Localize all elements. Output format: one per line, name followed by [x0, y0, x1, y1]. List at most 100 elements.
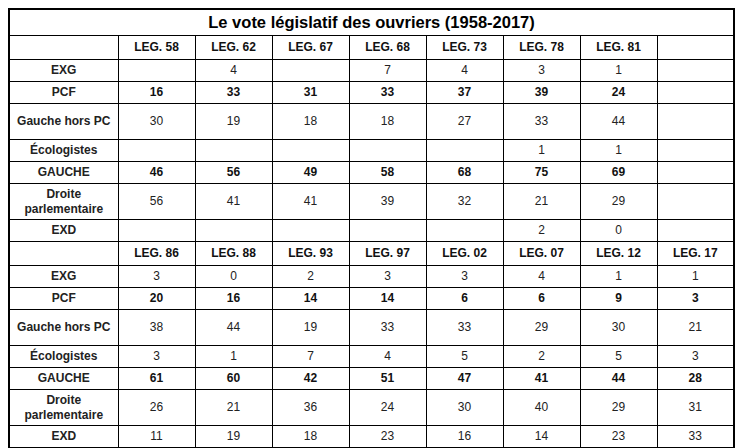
data-cell: 4 [503, 266, 580, 288]
data-cell [657, 220, 734, 242]
data-cell: 19 [272, 310, 349, 346]
row-label: Écologistes [9, 140, 118, 162]
data-cell: 3 [657, 346, 734, 368]
table-row: EXD1119182316142333 [9, 426, 734, 448]
data-cell: 33 [657, 426, 734, 448]
data-cell: 16 [118, 82, 195, 104]
table-row: EXG30233411 [9, 266, 734, 288]
row-label: Gauche hors PC [9, 104, 118, 140]
data-cell [657, 162, 734, 184]
data-cell: 19 [195, 104, 272, 140]
data-cell: 21 [657, 310, 734, 346]
row-label: PCF [9, 82, 118, 104]
data-cell: 7 [349, 60, 426, 82]
data-cell: 26 [118, 390, 195, 426]
column-header: LEG. 67 [272, 36, 349, 60]
data-cell: 9 [580, 288, 657, 310]
data-cell: 7 [272, 346, 349, 368]
data-cell: 3 [349, 266, 426, 288]
data-cell: 56 [195, 162, 272, 184]
data-cell: 29 [580, 184, 657, 220]
data-cell: 44 [580, 104, 657, 140]
table-row: EXG47431 [9, 60, 734, 82]
data-cell: 0 [195, 266, 272, 288]
data-cell: 44 [580, 368, 657, 390]
data-cell: 24 [349, 390, 426, 426]
data-cell: 42 [272, 368, 349, 390]
data-cell [272, 220, 349, 242]
data-cell: 16 [195, 288, 272, 310]
table-row: GAUCHE46564958687569 [9, 162, 734, 184]
data-cell [426, 140, 503, 162]
row-label: GAUCHE [9, 162, 118, 184]
data-cell [272, 60, 349, 82]
data-cell: 6 [426, 288, 503, 310]
data-cell: 30 [426, 390, 503, 426]
data-cell: 3 [503, 60, 580, 82]
data-cell: 1 [657, 266, 734, 288]
row-label: Écologistes [9, 346, 118, 368]
table-row: Écologistes31745253 [9, 346, 734, 368]
empty-header-cell [657, 36, 734, 60]
data-cell: 33 [195, 82, 272, 104]
data-cell: 30 [118, 104, 195, 140]
table-body: LEG. 58LEG. 62LEG. 67LEG. 68LEG. 73LEG. … [9, 36, 734, 448]
data-cell: 4 [195, 60, 272, 82]
data-cell: 6 [503, 288, 580, 310]
data-cell: 49 [272, 162, 349, 184]
data-cell: 18 [272, 426, 349, 448]
data-cell: 14 [503, 426, 580, 448]
data-cell: 24 [580, 82, 657, 104]
data-cell: 33 [426, 310, 503, 346]
data-cell [657, 104, 734, 140]
data-cell: 23 [580, 426, 657, 448]
data-cell: 27 [426, 104, 503, 140]
row-label: EXD [9, 426, 118, 448]
data-cell: 47 [426, 368, 503, 390]
data-cell [195, 140, 272, 162]
data-cell: 2 [272, 266, 349, 288]
row-label: EXG [9, 60, 118, 82]
data-cell: 41 [503, 368, 580, 390]
data-cell: 4 [349, 346, 426, 368]
document-page: Le vote législatif des ouvriers (1958-20… [0, 0, 743, 448]
data-cell: 46 [118, 162, 195, 184]
data-cell: 69 [580, 162, 657, 184]
data-cell: 3 [657, 288, 734, 310]
data-cell: 1 [580, 60, 657, 82]
data-cell: 31 [272, 82, 349, 104]
table-row: Gauche hors PC30191818273344 [9, 104, 734, 140]
data-cell: 36 [272, 390, 349, 426]
data-cell: 68 [426, 162, 503, 184]
data-cell: 4 [426, 60, 503, 82]
data-cell: 56 [118, 184, 195, 220]
data-cell: 5 [426, 346, 503, 368]
data-cell: 18 [349, 104, 426, 140]
data-cell: 30 [580, 310, 657, 346]
column-header: LEG. 62 [195, 36, 272, 60]
data-cell [426, 220, 503, 242]
data-cell: 33 [503, 104, 580, 140]
data-cell [349, 140, 426, 162]
data-cell [118, 140, 195, 162]
data-cell: 44 [195, 310, 272, 346]
column-header: LEG. 88 [195, 242, 272, 266]
data-cell: 39 [349, 184, 426, 220]
vote-table: Le vote législatif des ouvriers (1958-20… [8, 8, 735, 448]
data-cell: 5 [580, 346, 657, 368]
column-header: LEG. 73 [426, 36, 503, 60]
column-header: LEG. 93 [272, 242, 349, 266]
data-cell: 37 [426, 82, 503, 104]
data-cell: 3 [426, 266, 503, 288]
column-header: LEG. 02 [426, 242, 503, 266]
title-row: Le vote législatif des ouvriers (1958-20… [9, 9, 734, 36]
data-cell: 2 [503, 346, 580, 368]
data-cell: 58 [349, 162, 426, 184]
data-cell: 14 [272, 288, 349, 310]
data-cell: 75 [503, 162, 580, 184]
column-header: LEG. 78 [503, 36, 580, 60]
data-cell: 23 [349, 426, 426, 448]
data-cell: 2 [503, 220, 580, 242]
data-cell: 20 [118, 288, 195, 310]
data-cell: 1 [580, 266, 657, 288]
